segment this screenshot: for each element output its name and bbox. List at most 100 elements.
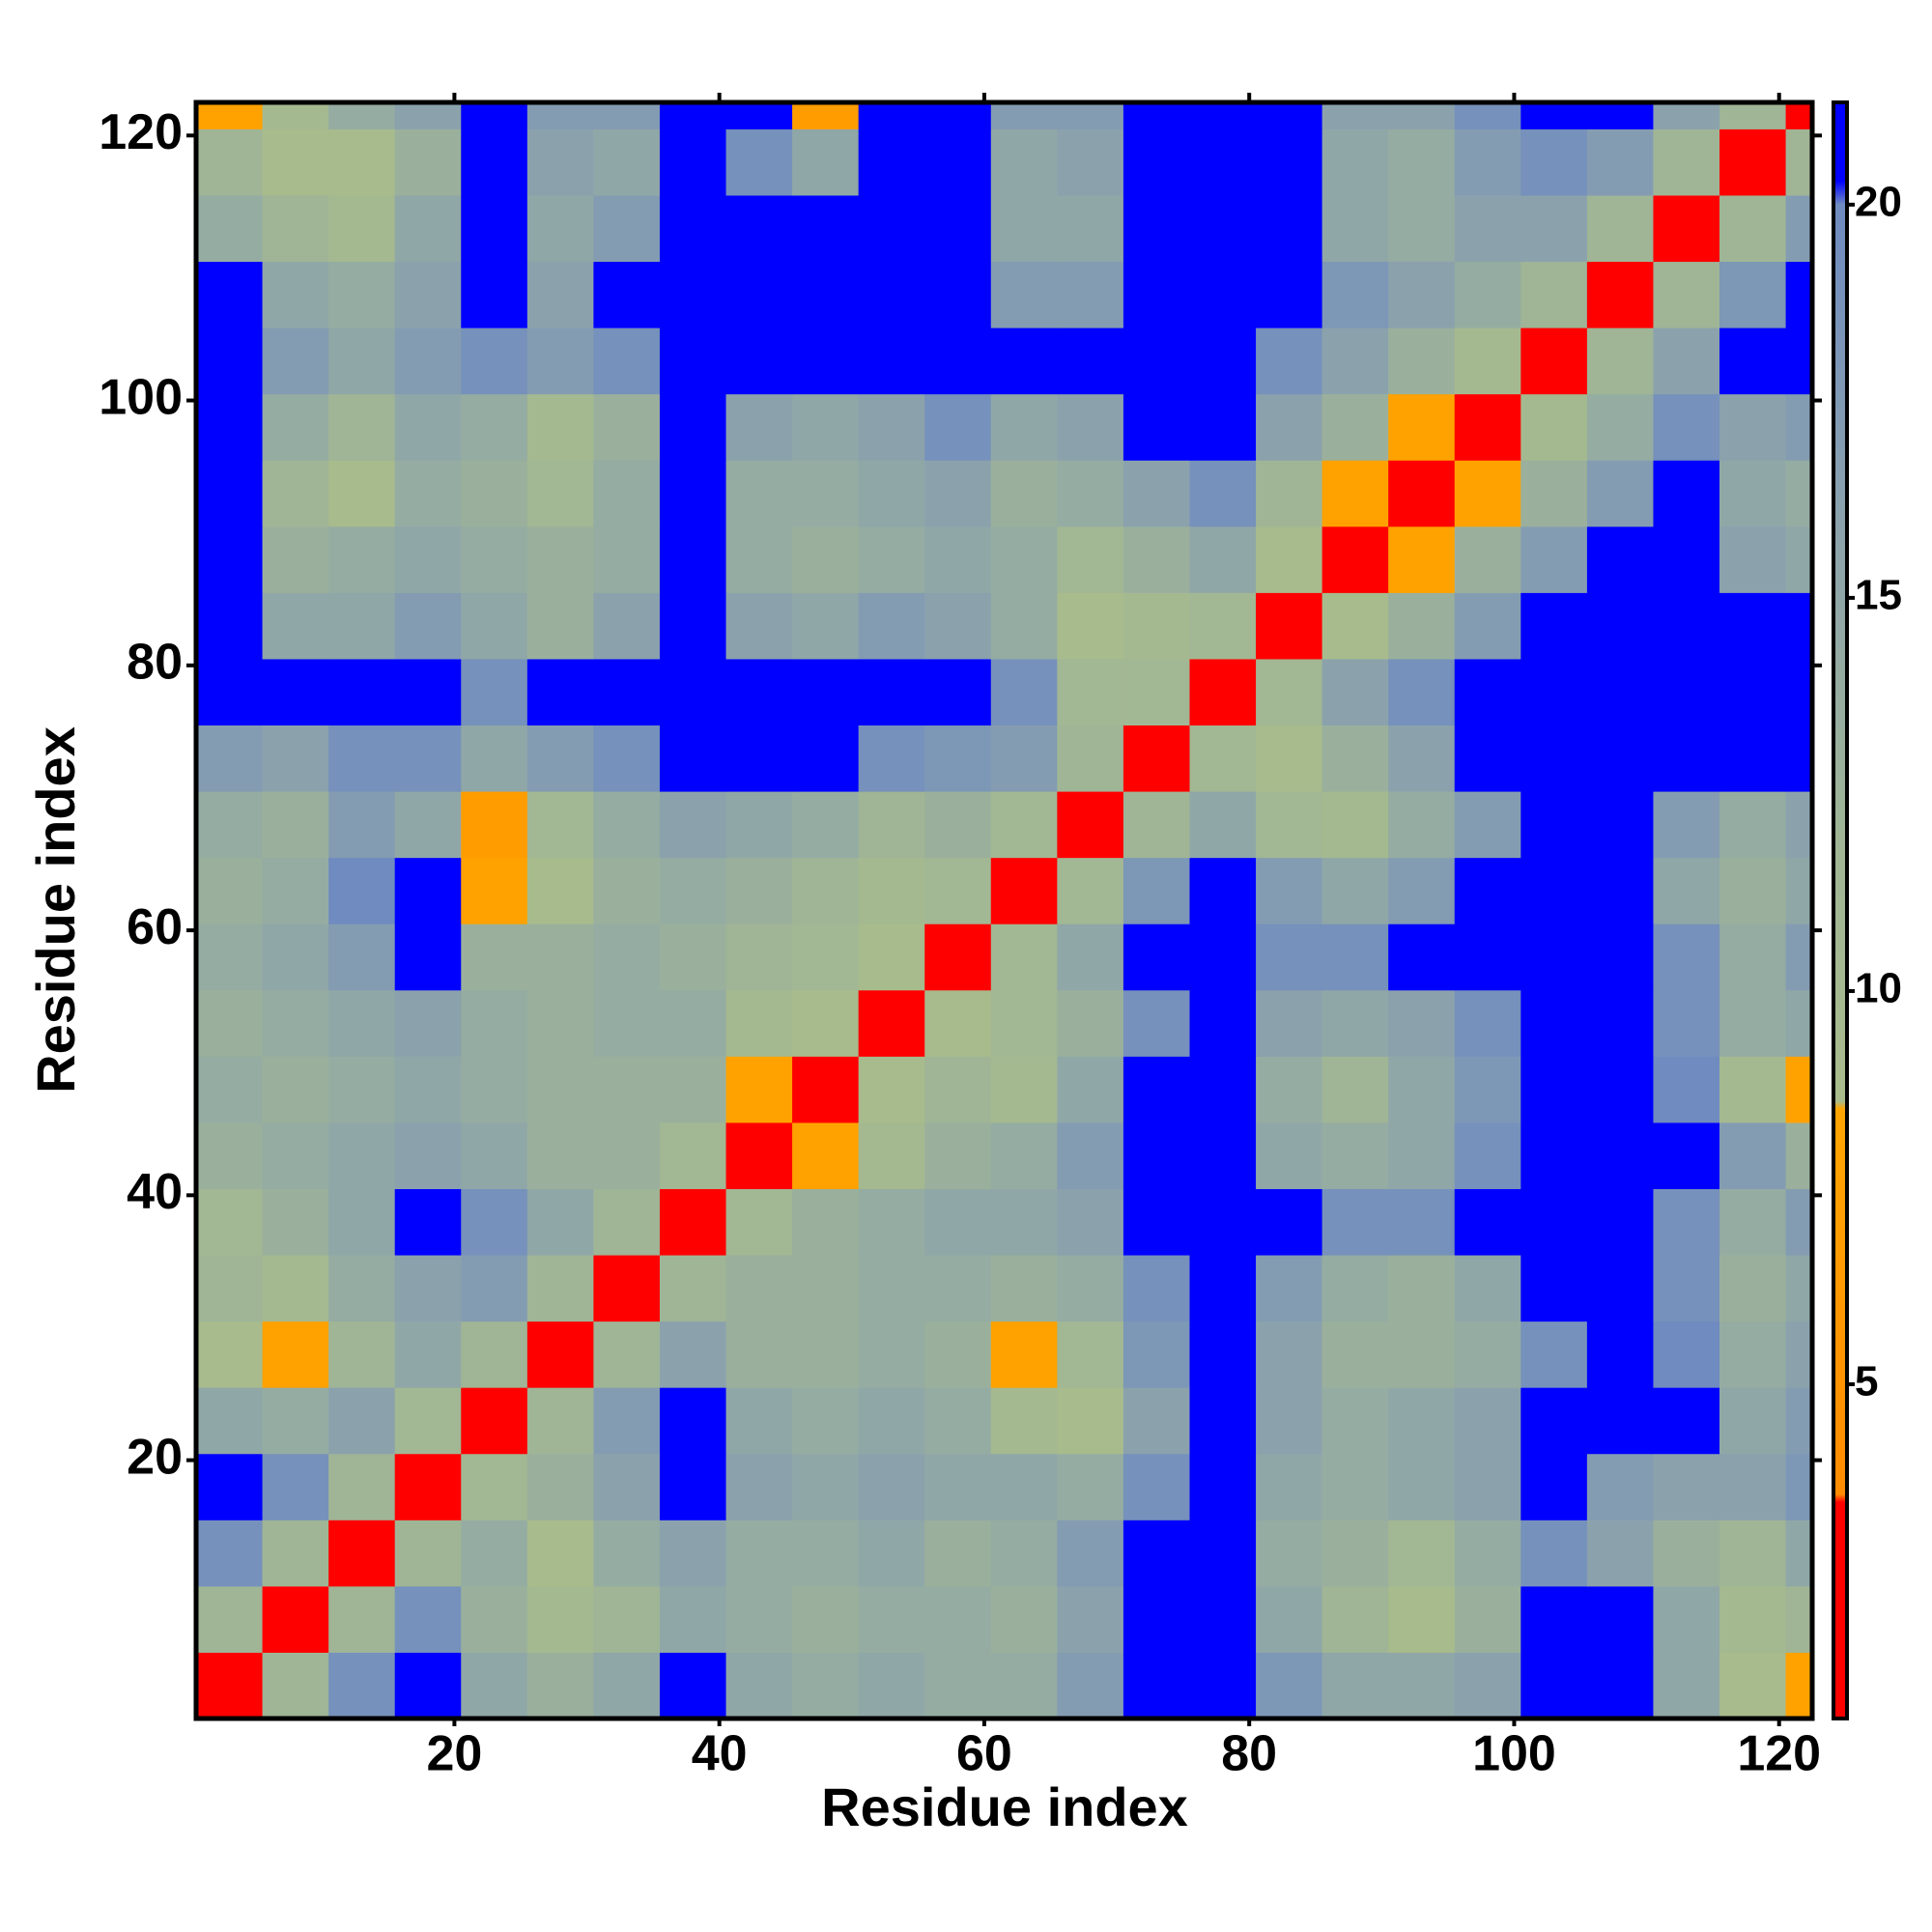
heatmap-cell: [1321, 989, 1389, 1057]
heatmap-cell: [262, 658, 329, 726]
heatmap-cell: [1719, 1652, 1787, 1719]
heatmap-cell: [1785, 194, 1813, 263]
heatmap-cell: [526, 1188, 594, 1256]
heatmap-cell: [659, 460, 727, 527]
heatmap-cell: [990, 1520, 1058, 1587]
heatmap-cell: [394, 658, 462, 726]
heatmap-cell: [196, 989, 264, 1057]
heatmap-cell: [196, 1122, 264, 1189]
heatmap-cell: [1586, 923, 1654, 991]
heatmap-cell: [659, 1188, 727, 1256]
heatmap-cell: [725, 1585, 793, 1653]
heatmap-cell: [1785, 791, 1813, 859]
heatmap-cell: [1057, 460, 1124, 527]
heatmap-cell: [461, 1652, 528, 1719]
heatmap-cell: [1454, 1453, 1521, 1520]
heatmap-cell: [659, 1387, 727, 1455]
heatmap-cell: [461, 724, 528, 792]
heatmap-cell: [1122, 128, 1190, 196]
heatmap-cell: [1719, 1056, 1787, 1123]
heatmap-cell: [1189, 1520, 1257, 1587]
heatmap-cell: [1653, 791, 1720, 859]
heatmap-cell: [262, 1453, 329, 1520]
heatmap-cell: [1719, 261, 1787, 328]
heatmap-cell: [1454, 1255, 1521, 1322]
heatmap-cell: [1122, 923, 1190, 991]
heatmap-cell: [196, 1585, 264, 1653]
heatmap-cell: [196, 460, 264, 527]
heatmap-cell: [1388, 989, 1456, 1057]
heatmap-cell: [262, 526, 329, 593]
heatmap-cell: [1520, 1520, 1588, 1587]
heatmap-cell: [1653, 989, 1720, 1057]
heatmap-cell: [1122, 102, 1190, 129]
heatmap-cell: [526, 592, 594, 660]
heatmap-cell: [1719, 327, 1787, 395]
heatmap-cell: [858, 261, 925, 328]
heatmap-cell: [1057, 923, 1124, 991]
heatmap-cell: [262, 194, 329, 263]
heatmap-cell: [593, 327, 661, 395]
heatmap-cell: [725, 1453, 793, 1520]
heatmap-cell: [262, 327, 329, 395]
heatmap-cell: [1454, 658, 1521, 726]
heatmap-cell: [1586, 658, 1654, 726]
heatmap-cell: [262, 128, 329, 196]
heatmap-cell: [461, 658, 528, 726]
heatmap-cell: [1520, 923, 1588, 991]
heatmap-cell: [924, 194, 992, 263]
heatmap-cell: [858, 1387, 925, 1455]
heatmap-cell: [792, 393, 860, 461]
heatmap-cell: [725, 1520, 793, 1587]
heatmap-cell: [328, 592, 396, 660]
heatmap-cell: [1321, 1321, 1389, 1388]
heatmap-cell: [1256, 1056, 1323, 1123]
heatmap-cell: [1057, 1056, 1124, 1123]
heatmap-cell: [196, 791, 264, 859]
heatmap-cell: [924, 128, 992, 196]
heatmap-cell: [1520, 128, 1588, 196]
x-tick-label: 20: [426, 1726, 482, 1782]
heatmap-cell: [526, 1652, 594, 1719]
heatmap-cell: [792, 1453, 860, 1520]
heatmap-cell: [461, 102, 528, 129]
heatmap-cell: [924, 1056, 992, 1123]
heatmap-cell: [1653, 526, 1720, 593]
heatmap-cell: [1122, 194, 1190, 263]
heatmap-cell: [1189, 724, 1257, 792]
heatmap-cell: [526, 393, 594, 461]
heatmap-cell: [924, 1652, 992, 1719]
heatmap-cell: [1388, 724, 1456, 792]
heatmap-cell: [1520, 724, 1588, 792]
heatmap-cell: [858, 724, 925, 792]
heatmap-cell: [1189, 526, 1257, 593]
heatmap-cell: [196, 1520, 264, 1587]
heatmap-cell: [792, 1255, 860, 1322]
heatmap-cell: [1454, 1188, 1521, 1256]
heatmap-cell: [1321, 592, 1389, 660]
heatmap-cell: [858, 857, 925, 924]
heatmap-cell: [924, 526, 992, 593]
heatmap-cell: [593, 658, 661, 726]
heatmap-cell: [593, 128, 661, 196]
heatmap-cell: [1057, 327, 1124, 395]
heatmap-cell: [858, 1453, 925, 1520]
heatmap-cell: [725, 923, 793, 991]
heatmap-cell: [1785, 923, 1813, 991]
heatmap-cell: [1653, 327, 1720, 395]
heatmap-cell: [328, 460, 396, 527]
heatmap-cell: [1520, 1122, 1588, 1189]
heatmap-cell: [1189, 1188, 1257, 1256]
heatmap-cell: [924, 1255, 992, 1322]
heatmap-cell: [1520, 194, 1588, 263]
heatmap-cell: [1388, 592, 1456, 660]
heatmap-cell: [1785, 1255, 1813, 1322]
heatmap-cell: [659, 526, 727, 593]
heatmap-cell: [328, 1255, 396, 1322]
heatmap-cell: [1520, 1585, 1588, 1653]
heatmap-cell: [1256, 194, 1323, 263]
heatmap-cell: [1122, 1255, 1190, 1322]
heatmap-cell: [1520, 1255, 1588, 1322]
plot-frame: [193, 99, 1815, 1721]
heatmap-cell: [1256, 102, 1323, 129]
